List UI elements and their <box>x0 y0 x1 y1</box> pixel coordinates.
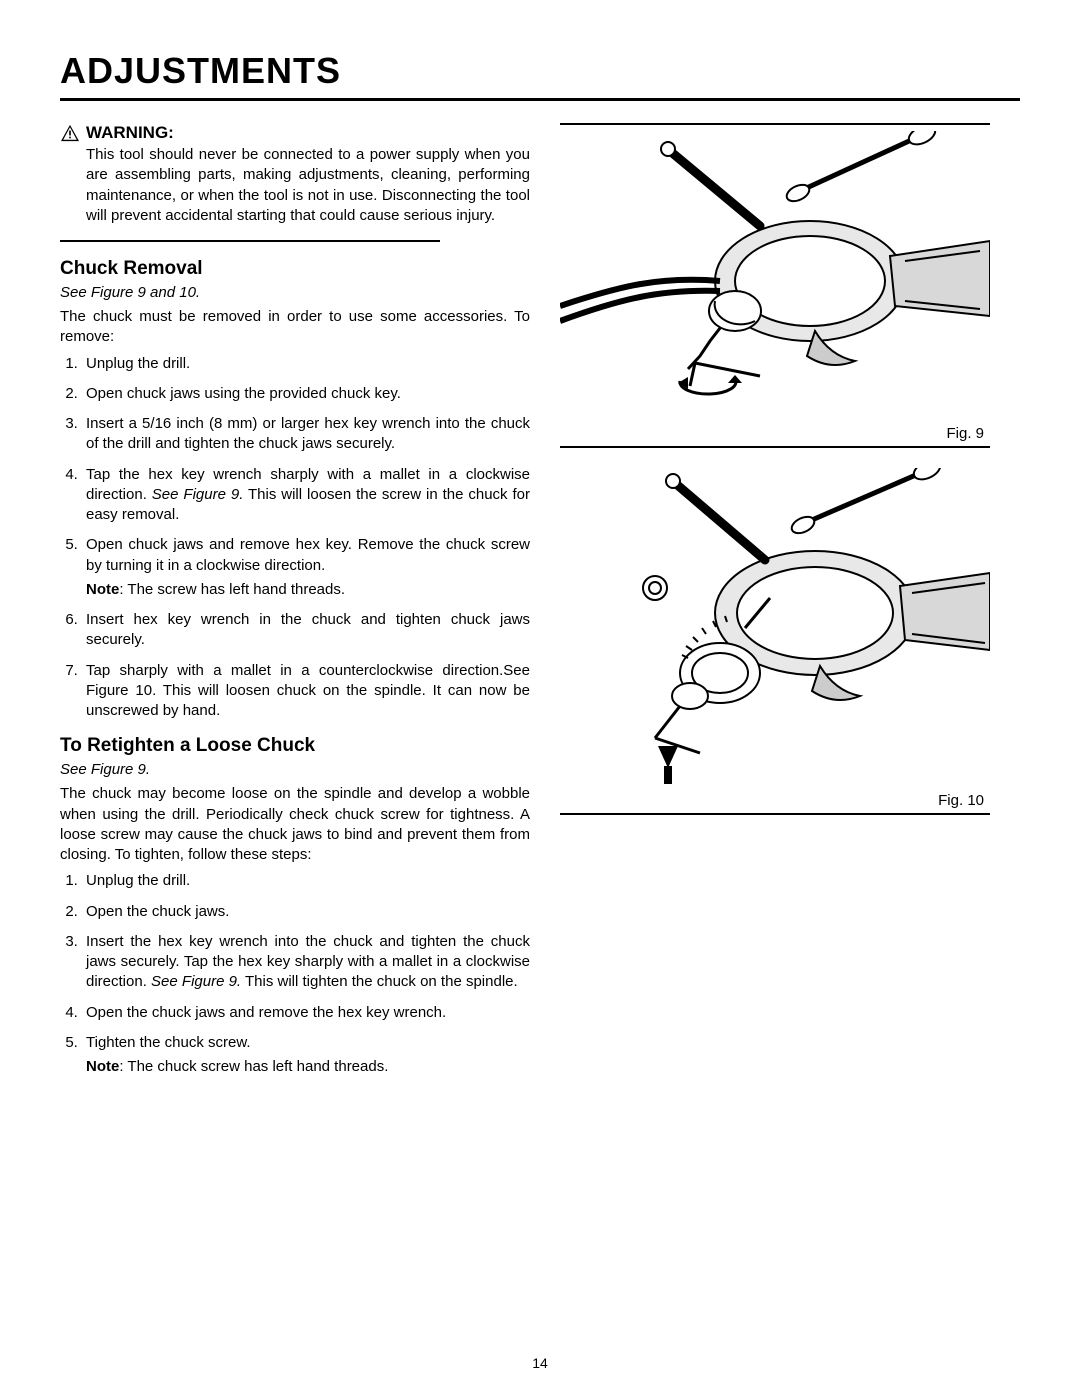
drill-illustration-fig9 <box>560 131 990 421</box>
section-divider <box>60 240 440 242</box>
warning-block: WARNING: This tool should never be conne… <box>60 123 530 226</box>
left-column: WARNING: This tool should never be conne… <box>60 123 530 1087</box>
right-column: Fig. 9 <box>560 123 990 1087</box>
figure-10-caption: Fig. 10 <box>560 788 990 809</box>
warning-label: WARNING: <box>86 123 174 143</box>
note-line: Note: The screw has left hand threads. <box>86 580 530 600</box>
page-number: 14 <box>0 1355 1080 1371</box>
warning-triangle-icon <box>60 124 80 142</box>
chuck-removal-see-figure: See Figure 9 and 10. <box>60 284 530 301</box>
retighten-intro: The chuck may become loose on the spindl… <box>60 784 530 865</box>
figure-reference: See Figure 9. <box>152 486 244 503</box>
note-line: Note: The chuck screw has left hand thre… <box>86 1057 530 1077</box>
list-item: Open chuck jaws using the provided chuck… <box>82 384 530 404</box>
chuck-removal-heading: Chuck Removal <box>60 258 530 280</box>
list-item: Insert hex key wrench in the chuck and t… <box>82 610 530 651</box>
list-item: Tap sharply with a mallet in a countercl… <box>82 661 530 722</box>
step-text: Tighten the chuck screw. <box>86 1034 251 1051</box>
figure-9-caption: Fig. 9 <box>560 421 990 442</box>
list-item: Insert the hex key wrench into the chuck… <box>82 932 530 993</box>
warning-header: WARNING: <box>60 123 530 143</box>
retighten-heading: To Retighten a Loose Chuck <box>60 735 530 757</box>
note-text: : The screw has left hand threads. <box>119 581 345 598</box>
figure-9-box: Fig. 9 <box>560 123 990 448</box>
step-text: Open chuck jaws and remove hex key. Remo… <box>86 536 530 573</box>
retighten-see-figure: See Figure 9. <box>60 761 530 778</box>
page-title: ADJUSTMENTS <box>60 50 1020 101</box>
retighten-steps: Unplug the drill. Open the chuck jaws. I… <box>60 871 530 1077</box>
list-item: Open the chuck jaws. <box>82 902 530 922</box>
list-item: Unplug the drill. <box>82 354 530 374</box>
drill-illustration-fig10 <box>560 468 990 788</box>
list-item: Unplug the drill. <box>82 871 530 891</box>
list-item: Insert a 5/16 inch (8 mm) or larger hex … <box>82 414 530 455</box>
step-text: This will tighten the chuck on the spind… <box>241 973 518 990</box>
figure-10-box: Fig. 10 <box>560 468 990 815</box>
chuck-removal-intro: The chuck must be removed in order to us… <box>60 307 530 348</box>
list-item: Open the chuck jaws and remove the hex k… <box>82 1003 530 1023</box>
note-text: : The chuck screw has left hand threads. <box>119 1058 388 1075</box>
figure-reference: See Figure 9. <box>151 973 241 990</box>
content-columns: WARNING: This tool should never be conne… <box>60 123 1020 1087</box>
note-label: Note <box>86 581 119 598</box>
list-item: Tap the hex key wrench sharply with a ma… <box>82 465 530 526</box>
note-label: Note <box>86 1058 119 1075</box>
list-item: Open chuck jaws and remove hex key. Remo… <box>82 535 530 600</box>
warning-body-text: This tool should never be connected to a… <box>86 145 530 226</box>
chuck-removal-steps: Unplug the drill. Open chuck jaws using … <box>60 354 530 722</box>
list-item: Tighten the chuck screw. Note: The chuck… <box>82 1033 530 1078</box>
